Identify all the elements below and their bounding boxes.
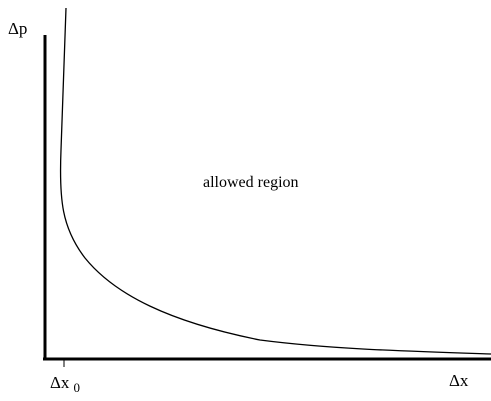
y-axis-label: Δp — [8, 19, 27, 38]
boundary-curve — [59, 7, 491, 355]
x0-tick-label-subscript: 0 — [73, 380, 80, 395]
allowed-region-annotation: allowed region — [203, 174, 299, 191]
x0-tick-label-base: Δx — [50, 373, 70, 392]
x-axis-label: Δx — [449, 371, 469, 390]
x0-tick-label: Δx 0 — [50, 373, 80, 395]
